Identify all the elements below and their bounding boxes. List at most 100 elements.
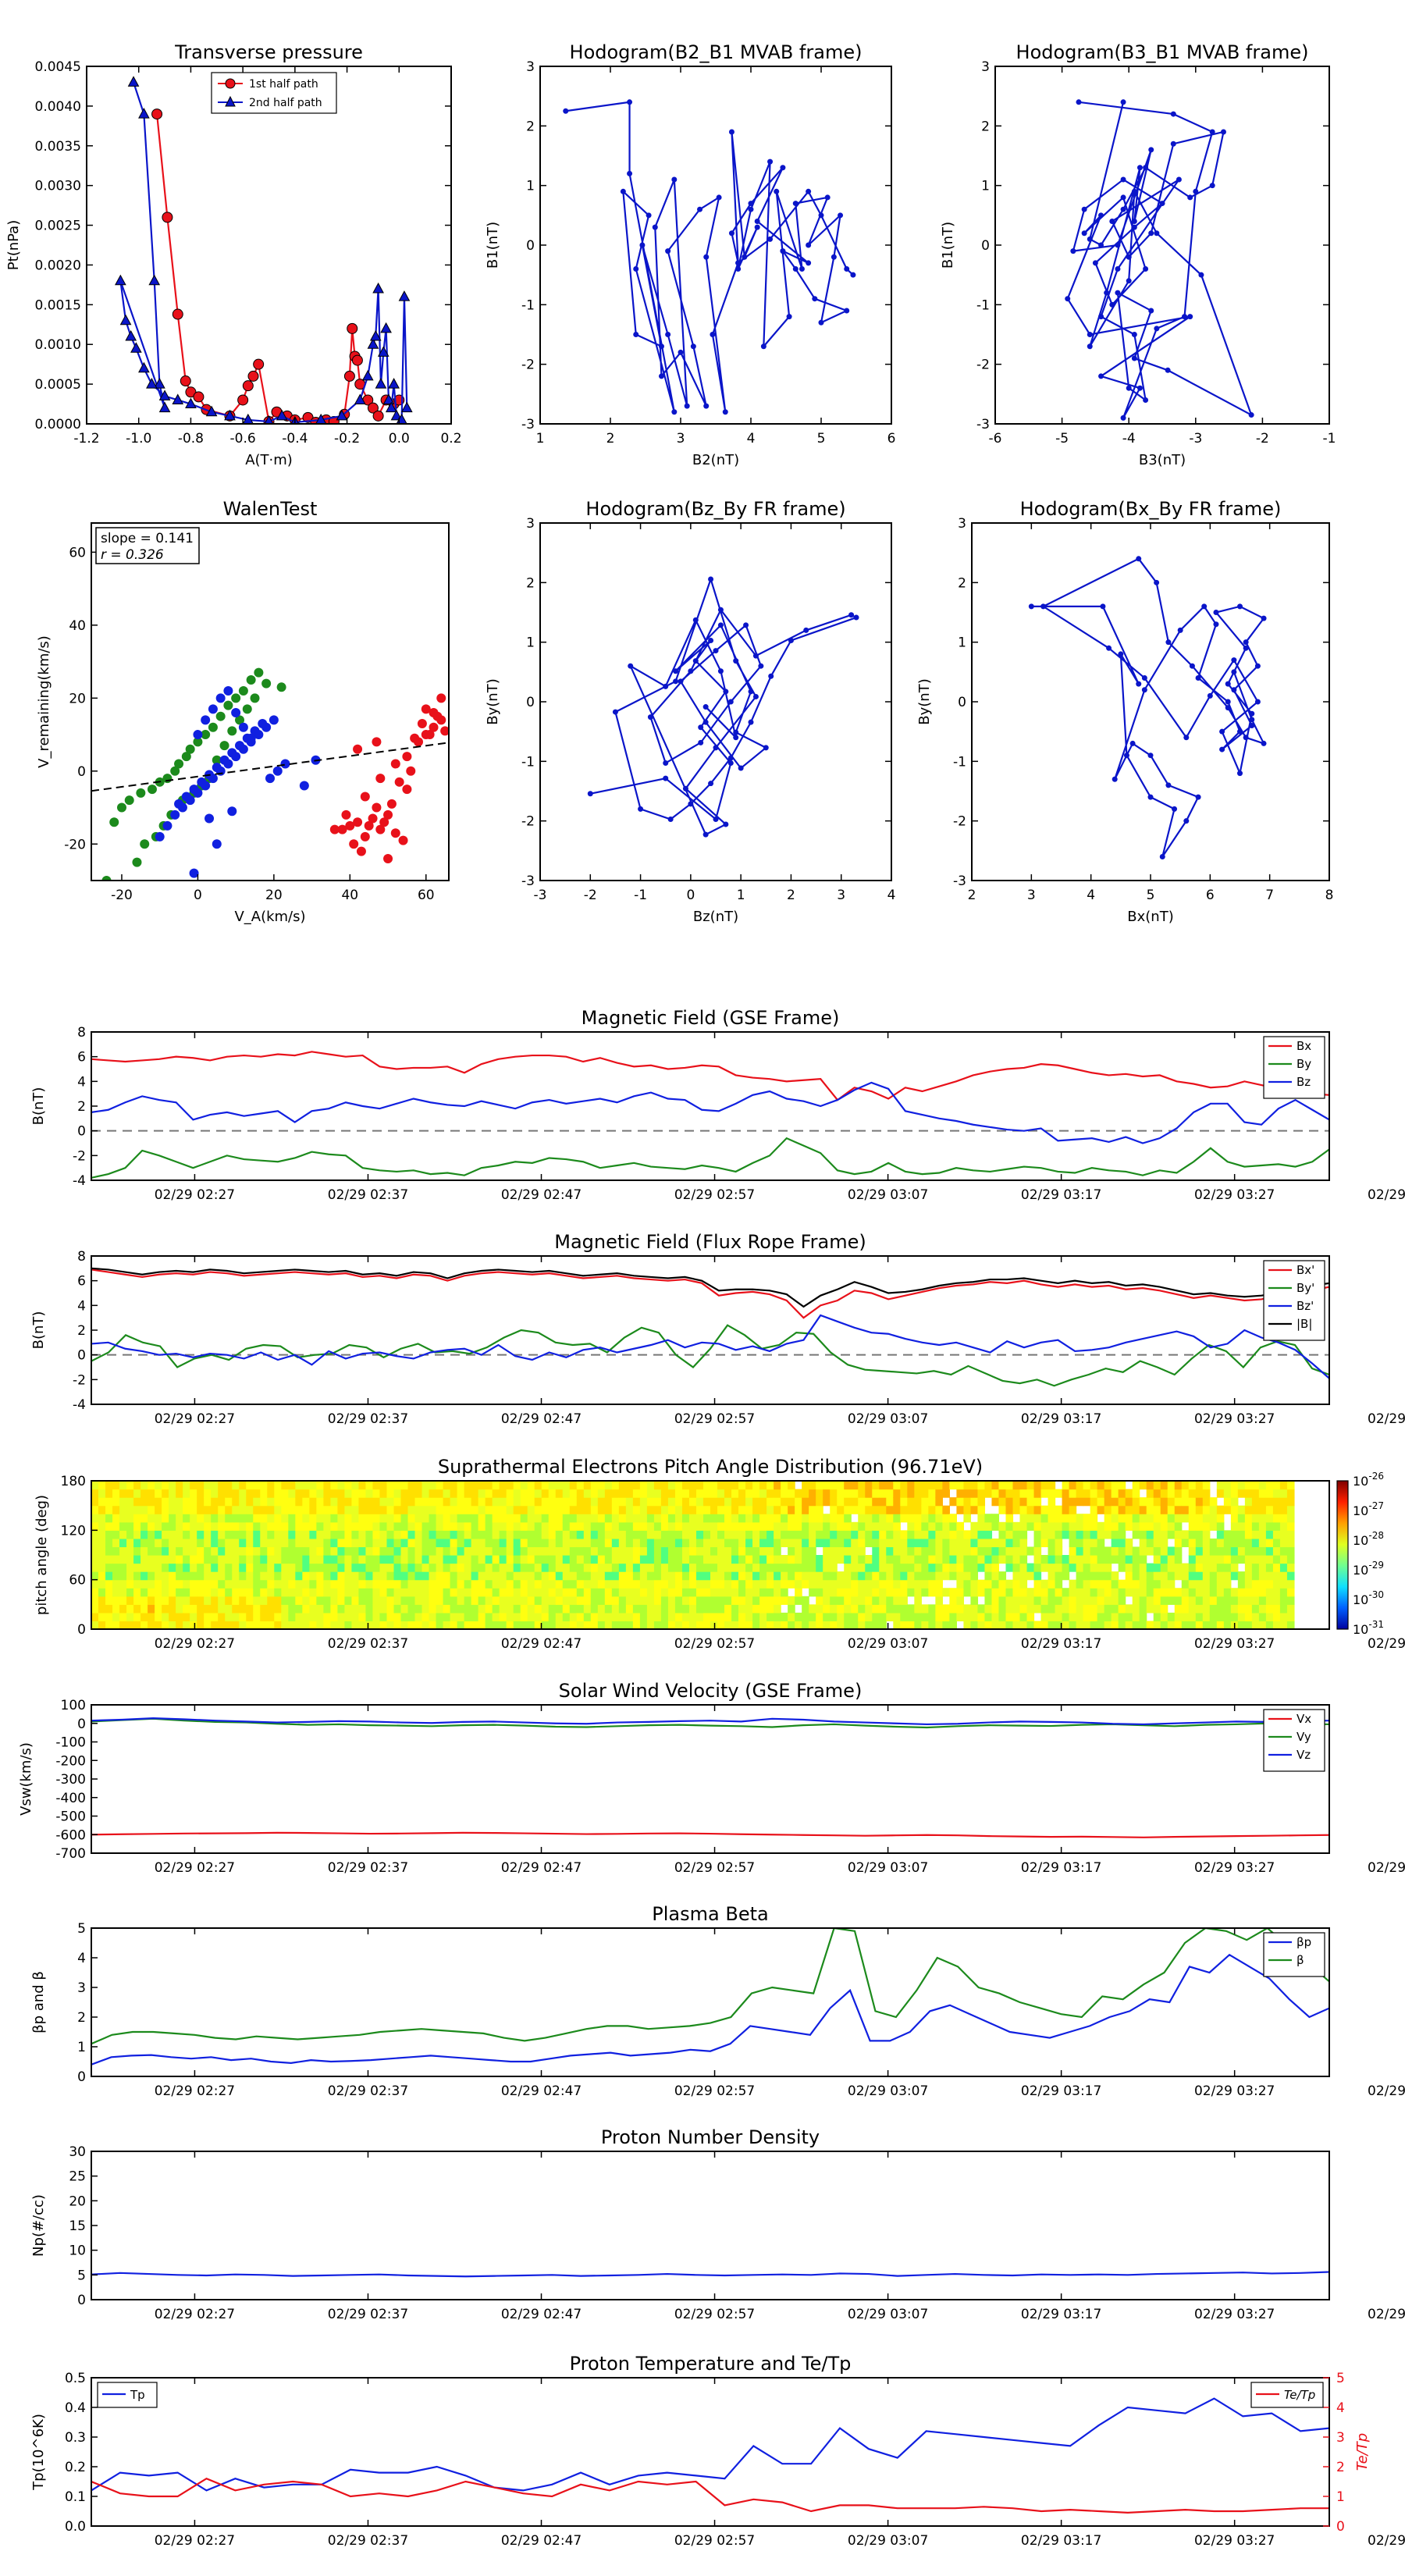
pad-cell [1286,1596,1295,1605]
pad-cell [956,1579,965,1589]
pad-cell [781,1579,788,1589]
pad-cell [358,1538,367,1548]
h2-point [1131,355,1137,361]
pad-cell [1026,1563,1035,1572]
pad-cell [667,1563,676,1572]
pad-cell [436,1481,444,1490]
pad-cell [204,1596,212,1605]
pad-cell [809,1497,816,1507]
pad-cell [436,1521,444,1531]
pad-cell [246,1546,254,1556]
pt-point [237,394,249,406]
pad-cell [809,1514,816,1523]
vsw-ytick-label: -200 [55,1753,86,1769]
pad-cell [1012,1596,1021,1605]
walen-point-red [356,846,366,856]
pad-cell [365,1481,374,1490]
walen-point-red [383,853,393,863]
walen-point-green [238,685,248,696]
walen-point-green [181,752,191,762]
h1-point [678,349,684,355]
walen-point-blue [223,685,233,696]
vsw-xtick-label: 02/29 03:27 [1194,1860,1275,1876]
pad-cell [1104,1514,1112,1523]
pad-cell [667,1481,676,1490]
pad-cell [809,1538,816,1548]
pad-cell [767,1588,774,1597]
mag_fr-frame [91,1255,1330,1405]
pad-cell [126,1604,134,1614]
pad-cell [674,1505,683,1514]
pad-cell [393,1563,402,1572]
pad-cell [695,1481,704,1490]
pad-cell [781,1538,788,1548]
pad-cell [112,1555,120,1564]
pad-cell [942,1546,950,1556]
pad-cell [1244,1497,1253,1507]
walen-point-red [390,759,400,769]
pad-cell [695,1621,704,1629]
pad-cell [295,1546,303,1556]
pad-cell [998,1546,1007,1556]
pad-cell [211,1530,219,1539]
h1-xtick-label: 3 [677,431,685,447]
pad-cell [1216,1588,1225,1597]
pad-cell [1083,1497,1091,1507]
pad-colorbar-exponent: -29 [1368,1560,1384,1571]
pad-cell [858,1521,866,1531]
pad-cell [105,1481,113,1490]
pad-cell [795,1489,802,1498]
pad-cell [351,1538,360,1548]
pad-cell [646,1530,655,1539]
pad-cell [443,1521,451,1531]
pad-cell [872,1514,880,1523]
pad-cell [1097,1621,1105,1629]
pad-cell [942,1505,950,1514]
pad-cell [774,1546,781,1556]
pad-cell [548,1563,557,1572]
pad-cell [330,1538,338,1548]
pad-cell [204,1497,212,1507]
walen-point-blue [189,868,199,878]
pad-cell [541,1514,550,1523]
h3-point [748,688,754,695]
pad-cell [555,1596,564,1605]
pad-cell [246,1621,254,1629]
pad-cell [1251,1505,1260,1514]
pad-cell [1019,1579,1028,1589]
pad-cell [646,1588,655,1597]
pad-cell [844,1588,852,1597]
pad-cell [506,1612,514,1622]
pad-cell [541,1579,550,1589]
pad-cell [422,1588,430,1597]
pad-cell [506,1571,514,1581]
pad-cell [358,1604,367,1614]
pad-cell [492,1563,500,1572]
pad-cell [133,1604,141,1614]
pad-cell [590,1530,599,1539]
pad-cell [155,1505,162,1514]
h1-xtick-label: 5 [817,431,826,447]
pad-cell [977,1497,986,1507]
pad-cell [816,1521,823,1531]
pad-cell [485,1621,493,1629]
pad-cell [1048,1538,1056,1548]
pad-cell [506,1481,514,1490]
pad-cell [935,1579,943,1589]
pad-cell [450,1588,458,1597]
pad-cell [1244,1505,1253,1514]
pad-cell [618,1530,627,1539]
pad-cell [1167,1530,1176,1539]
pad-cell [372,1521,381,1531]
pad-cell [400,1505,409,1514]
pad-cell [386,1612,395,1622]
pad-cell [492,1489,500,1498]
h4-xtick-label: 4 [1087,888,1095,903]
pad-cell [710,1530,718,1539]
pad-cell [767,1514,774,1523]
pad-cell [527,1555,535,1564]
pad-cell [1139,1596,1147,1605]
pad-cell [1033,1571,1042,1581]
pad-cell [1174,1571,1183,1581]
h1-point [627,170,633,176]
